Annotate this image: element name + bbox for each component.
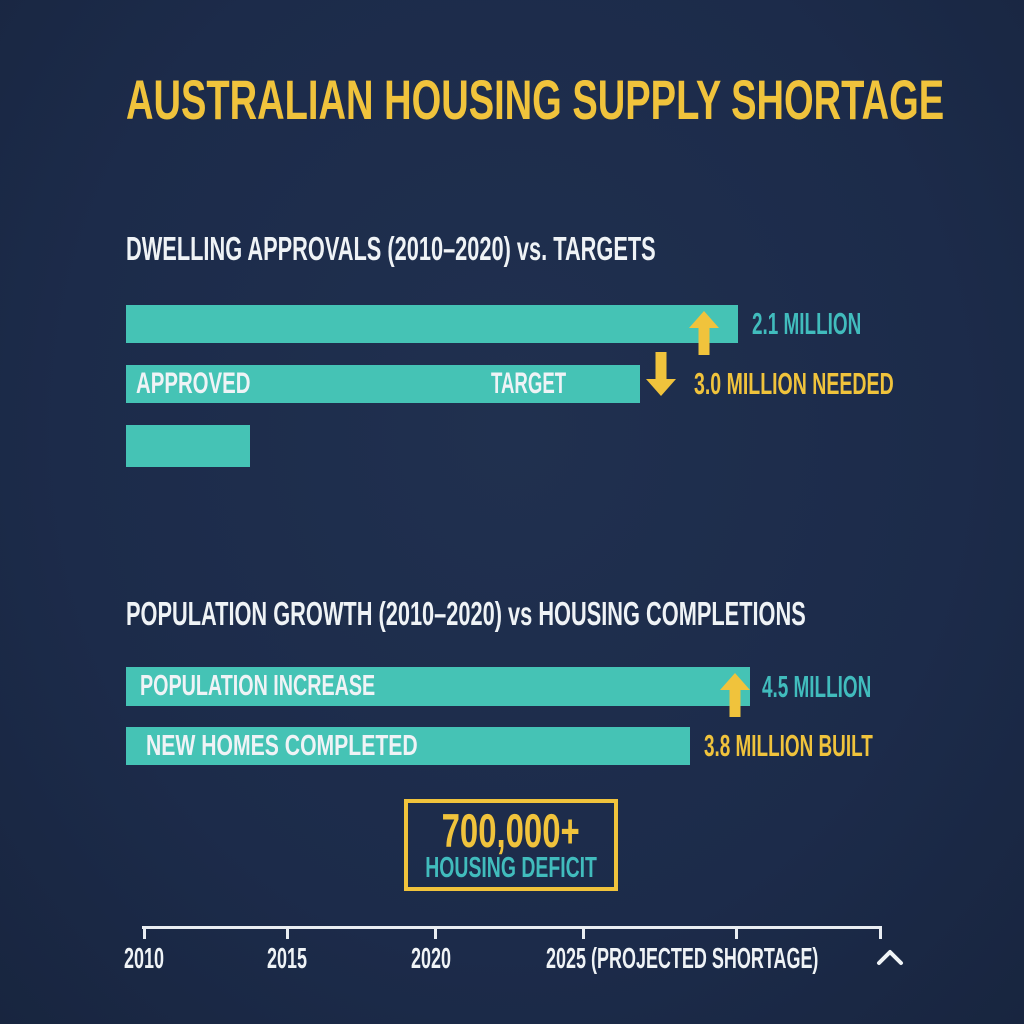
axis-tick-end — [879, 926, 882, 939]
bar-label-target: TARGET — [490, 367, 566, 400]
page-title: AUSTRALIAN HOUSING SUPPLY SHORTAGE — [126, 68, 945, 131]
value-needed-millions: 3.0 MILLION NEEDED — [694, 366, 894, 401]
axis-label-2020: 2020 — [411, 943, 451, 975]
bar-label-approved: APPROVED — [136, 367, 251, 400]
axis-tick-2010 — [143, 926, 146, 939]
axis-tick-2015 — [286, 926, 289, 939]
chevron-up-icon — [876, 948, 904, 971]
bar-approved-vs-target: APPROVED TARGET — [126, 365, 640, 403]
arrow-up-icon — [719, 673, 751, 722]
arrow-up-icon — [688, 311, 720, 360]
axis-label-2010: 2010 — [124, 943, 164, 975]
section1-heading: DWELLING APPROVALS (2010–2020) vs. TARGE… — [126, 230, 656, 267]
bar-label-new-homes: NEW HOMES COMPLETED — [146, 730, 418, 762]
axis-label-2015: 2015 — [267, 943, 307, 975]
arrow-down-icon — [645, 352, 677, 401]
deficit-value: 700,000+ — [441, 803, 581, 857]
bar-new-homes-completed: NEW HOMES COMPLETED — [126, 727, 690, 765]
value-population-millions: 4.5 MILLION — [762, 669, 872, 704]
deficit-callout-box: 700,000+ HOUSING DEFICIT — [404, 799, 618, 891]
axis-tick-unlabeled — [735, 926, 738, 939]
bar-label-population-increase: POPULATION INCREASE — [140, 670, 376, 702]
axis-tick-2025 — [582, 926, 585, 939]
value-approved-millions: 2.1 MILLION — [752, 306, 862, 341]
axis-label-2025-projected-shortage: 2025 (PROJECTED SHORTAGE) — [546, 943, 819, 975]
bar-small-unlabeled — [126, 425, 250, 467]
axis-tick-2020 — [434, 926, 437, 939]
section2-heading: POPULATION GROWTH (2010–2020) vs HOUSING… — [126, 595, 806, 632]
value-built-millions: 3.8 MILLION BUILT — [704, 728, 873, 763]
bar-approvals-total — [126, 305, 738, 343]
deficit-label: HOUSING DEFICIT — [425, 851, 597, 884]
bar-population-increase: POPULATION INCREASE — [126, 667, 750, 706]
timeline-axis — [142, 926, 882, 929]
